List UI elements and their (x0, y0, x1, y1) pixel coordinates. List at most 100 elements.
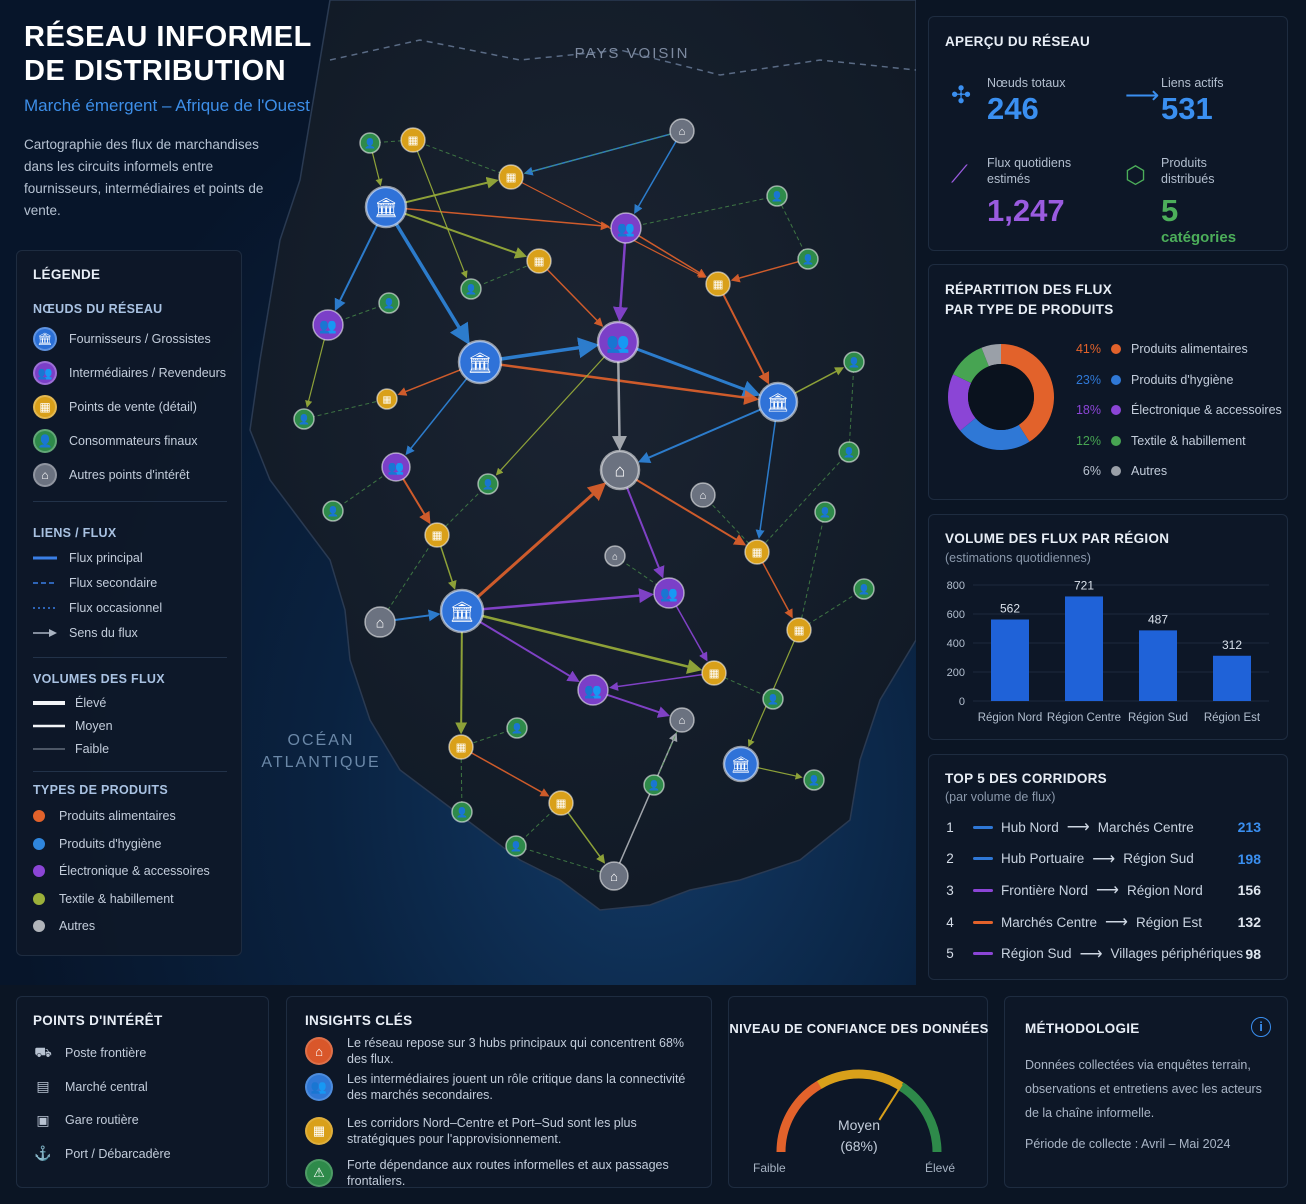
info-icon[interactable]: i (1251, 1017, 1271, 1037)
secondary-link[interactable] (776, 195, 809, 260)
map-node[interactable]: 👤 (843, 351, 865, 373)
flow-link[interactable] (638, 235, 707, 278)
flow-link[interactable] (612, 242, 628, 323)
secondary-link[interactable] (614, 555, 670, 594)
map-node[interactable]: 👤 (477, 473, 499, 495)
map-node[interactable]: 👤 (359, 132, 381, 154)
flow-link[interactable] (794, 367, 845, 394)
flow-link[interactable] (440, 546, 457, 590)
flow-link[interactable] (755, 420, 777, 539)
map-node[interactable]: ⌂ (604, 545, 626, 567)
map-node[interactable]: 👥 (577, 674, 609, 706)
flow-link[interactable] (722, 294, 770, 385)
flow-link[interactable] (476, 482, 607, 599)
map-node[interactable]: ⌂ (669, 118, 695, 144)
map-node[interactable]: ⌂ (669, 707, 695, 733)
map-node[interactable]: 👤 (322, 500, 344, 522)
flow-link[interactable] (626, 487, 665, 579)
map-node[interactable]: ⌂ (599, 449, 641, 491)
map-node[interactable]: ▦ (526, 248, 552, 274)
map-node[interactable]: 👥 (596, 320, 640, 364)
map-node[interactable]: ⌂ (690, 482, 716, 508)
map-node[interactable]: ▦ (424, 522, 450, 548)
secondary-link[interactable] (327, 302, 390, 326)
map-node[interactable]: 👤 (838, 441, 860, 463)
map-node[interactable]: 👥 (610, 212, 642, 244)
secondary-link[interactable] (625, 195, 778, 229)
secondary-link[interactable] (702, 494, 758, 553)
flow-link[interactable] (567, 812, 606, 864)
corridor-row[interactable]: 5 Région Sud ⟶ Villages périphériques 98 (937, 942, 1277, 966)
map-node[interactable]: 👤 (293, 408, 315, 430)
map-node[interactable]: ▦ (498, 164, 524, 190)
secondary-link[interactable] (436, 483, 489, 536)
map-node[interactable]: 👤 (643, 774, 665, 796)
flow-link[interactable] (546, 269, 604, 327)
map-node[interactable]: 👤 (814, 501, 836, 523)
flow-link[interactable] (394, 223, 470, 346)
secondary-link[interactable] (460, 746, 463, 813)
flow-link[interactable] (636, 347, 761, 398)
flow-link[interactable] (635, 478, 747, 546)
flow-link[interactable] (730, 260, 799, 283)
map-node[interactable]: 🏛 (722, 745, 760, 783)
map-node[interactable]: 🏛 (364, 185, 408, 229)
flow-link[interactable] (482, 614, 703, 674)
flow-link[interactable] (394, 609, 441, 622)
map-node[interactable]: ⌂ (364, 606, 396, 638)
flow-link[interactable] (500, 337, 600, 361)
corridor-row[interactable]: 1 Hub Nord ⟶ Marchés Centre 213 (937, 815, 1277, 839)
map-node[interactable]: ▦ (705, 271, 731, 297)
flow-link[interactable] (618, 732, 678, 864)
map-node[interactable]: ▦ (786, 617, 812, 643)
flow-link[interactable] (479, 620, 580, 682)
map-node[interactable]: 👤 (505, 835, 527, 857)
flow-link[interactable] (609, 673, 703, 691)
flow-link[interactable] (404, 212, 528, 259)
map-node[interactable]: 👤 (460, 278, 482, 300)
flow-link[interactable] (334, 224, 379, 311)
map-node[interactable]: ▦ (400, 127, 426, 153)
map-node[interactable]: 👤 (762, 688, 784, 710)
map-node[interactable]: ▦ (376, 388, 398, 410)
map-node[interactable]: 👤 (451, 801, 473, 823)
map-node[interactable]: ▦ (701, 660, 727, 686)
map-node[interactable]: ▦ (548, 790, 574, 816)
flow-link[interactable] (405, 207, 610, 231)
map-node[interactable]: 👤 (797, 248, 819, 270)
map-node[interactable]: 🏛 (439, 588, 485, 634)
secondary-link[interactable] (798, 511, 826, 631)
corridor-row[interactable]: 4 Marchés Centre ⟶ Région Est 132 (937, 910, 1277, 934)
secondary-link[interactable] (848, 361, 855, 453)
corridor-row[interactable]: 2 Hub Portuaire ⟶ Région Sud 198 (937, 847, 1277, 871)
flow-link[interactable] (405, 377, 468, 456)
secondary-link[interactable] (510, 130, 683, 178)
map-node[interactable]: 👥 (653, 577, 685, 609)
map-node[interactable]: 👥 (312, 309, 344, 341)
secondary-link[interactable] (515, 845, 615, 877)
flow-link[interactable] (638, 408, 761, 464)
flow-link[interactable] (397, 369, 461, 396)
flow-link[interactable] (455, 631, 468, 735)
flow-link[interactable] (611, 361, 627, 452)
secondary-link[interactable] (303, 398, 388, 420)
flow-link[interactable] (305, 339, 325, 408)
map-node[interactable]: 👥 (381, 452, 411, 482)
map-node[interactable]: 👤 (853, 578, 875, 600)
flow-link[interactable] (634, 141, 677, 214)
map-node[interactable]: 👤 (803, 769, 825, 791)
flow-link[interactable] (402, 478, 431, 525)
flow-link[interactable] (606, 693, 671, 718)
flow-link[interactable] (495, 356, 605, 476)
map-node[interactable]: 🏛 (757, 381, 799, 423)
secondary-link[interactable] (412, 139, 512, 178)
map-node[interactable]: 👤 (378, 292, 400, 314)
flow-link[interactable] (416, 150, 468, 279)
map-svg[interactable]: PAYS VOISIN OCÉAN ATLANTIQUE 🏛🏛🏛🏛🏛👥👥👥👥👥👥… (0, 0, 916, 985)
flow-link[interactable] (371, 152, 383, 187)
secondary-link[interactable] (470, 260, 540, 290)
flow-link[interactable] (482, 588, 655, 611)
map-node[interactable]: 🏛 (457, 339, 503, 385)
map-node[interactable]: ⌂ (599, 861, 629, 891)
flow-link[interactable] (500, 363, 760, 405)
